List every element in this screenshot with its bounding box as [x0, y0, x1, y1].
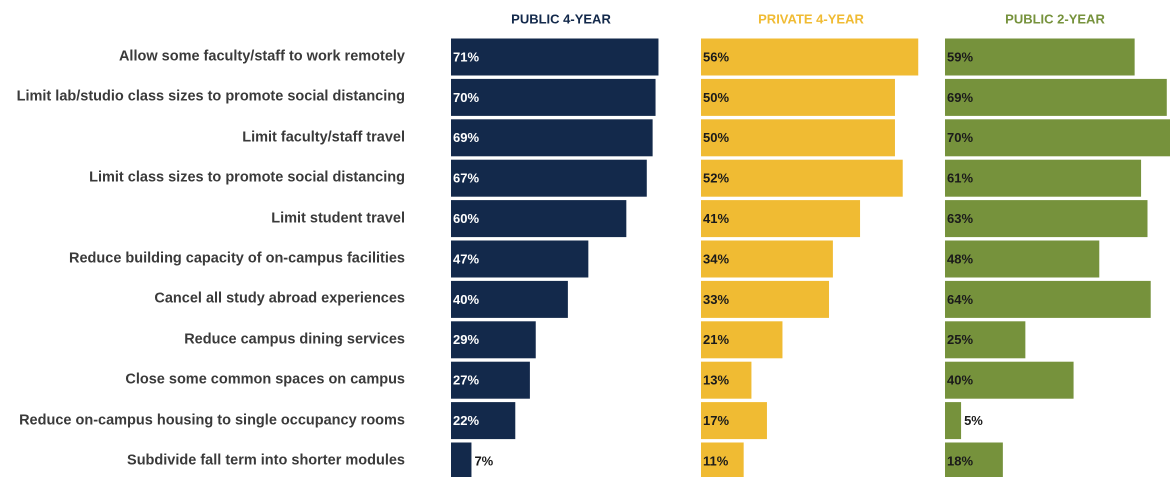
value-label: 61%: [947, 171, 973, 186]
value-label: 50%: [703, 90, 729, 105]
bar: [701, 78, 895, 116]
bar: [701, 38, 919, 76]
bar: [451, 38, 659, 76]
value-label: 40%: [947, 373, 973, 388]
value-label: 64%: [947, 292, 973, 307]
value-label: 5%: [964, 413, 983, 428]
bar: [945, 321, 1026, 359]
bar: [451, 442, 472, 477]
value-label: 71%: [453, 49, 479, 64]
value-label: 11%: [703, 453, 729, 468]
category-label: Limit lab/studio class sizes to promote …: [16, 88, 405, 105]
bar: [451, 78, 656, 116]
value-label: 59%: [947, 49, 973, 64]
bar: [945, 240, 1100, 278]
value-label: 13%: [703, 373, 729, 388]
category-label: Close some common spaces on campus: [125, 371, 405, 388]
panel-title: PUBLIC 4-YEAR: [511, 11, 611, 26]
bar: [451, 159, 647, 197]
category-label: Subdivide fall term into shorter modules: [127, 452, 405, 469]
value-label: 70%: [453, 90, 479, 105]
value-label: 56%: [703, 49, 729, 64]
bar: [701, 442, 744, 477]
category-label: Cancel all study abroad experiences: [154, 290, 405, 307]
bar: [701, 200, 861, 238]
bar: [451, 280, 568, 318]
value-label: 52%: [703, 171, 729, 186]
value-label: 60%: [453, 211, 479, 226]
bar: [945, 200, 1148, 238]
value-label: 29%: [453, 332, 479, 347]
category-label: Reduce campus dining services: [184, 331, 405, 348]
value-label: 63%: [947, 211, 973, 226]
panel-title: PRIVATE 4-YEAR: [758, 11, 864, 26]
bar: [701, 240, 833, 278]
value-label: 70%: [947, 130, 973, 145]
bar: [945, 159, 1142, 197]
value-label: 27%: [453, 373, 479, 388]
value-label: 21%: [703, 332, 729, 347]
bar: [701, 321, 783, 359]
panel-title: PUBLIC 2-YEAR: [1005, 11, 1105, 26]
bar: [451, 119, 653, 157]
bar: [451, 361, 530, 399]
bar: [945, 78, 1167, 116]
bar: [945, 442, 1003, 477]
bar: [701, 159, 903, 197]
bar: [945, 402, 962, 440]
value-label: 40%: [453, 292, 479, 307]
value-label: 18%: [947, 453, 973, 468]
bar: [945, 280, 1151, 318]
bar: [945, 119, 1170, 157]
bar: [701, 119, 895, 157]
value-label: 22%: [453, 413, 479, 428]
value-label: 33%: [703, 292, 729, 307]
bar: [701, 402, 767, 440]
value-label: 41%: [703, 211, 729, 226]
value-label: 50%: [703, 130, 729, 145]
value-label: 48%: [947, 251, 973, 266]
category-label: Limit class sizes to promote social dist…: [89, 169, 405, 186]
bar: [451, 200, 627, 238]
category-label: Reduce building capacity of on-campus fa…: [69, 250, 405, 267]
category-label: Limit student travel: [271, 210, 405, 227]
value-label: 25%: [947, 332, 973, 347]
category-label: Allow some faculty/staff to work remotel…: [118, 48, 405, 65]
value-label: 7%: [474, 453, 493, 468]
value-label: 17%: [703, 413, 729, 428]
bar: [701, 280, 830, 318]
value-label: 69%: [453, 130, 479, 145]
category-label: Reduce on-campus housing to single occup…: [19, 412, 405, 429]
category-label: Limit faculty/staff travel: [242, 129, 405, 146]
bar: [451, 240, 589, 278]
bar: [701, 361, 752, 399]
value-label: 34%: [703, 251, 729, 266]
value-label: 67%: [453, 171, 479, 186]
bar: [945, 361, 1074, 399]
value-label: 69%: [947, 90, 973, 105]
bar: [945, 38, 1135, 76]
bar: [451, 321, 536, 359]
value-label: 47%: [453, 251, 479, 266]
bar: [451, 402, 516, 440]
